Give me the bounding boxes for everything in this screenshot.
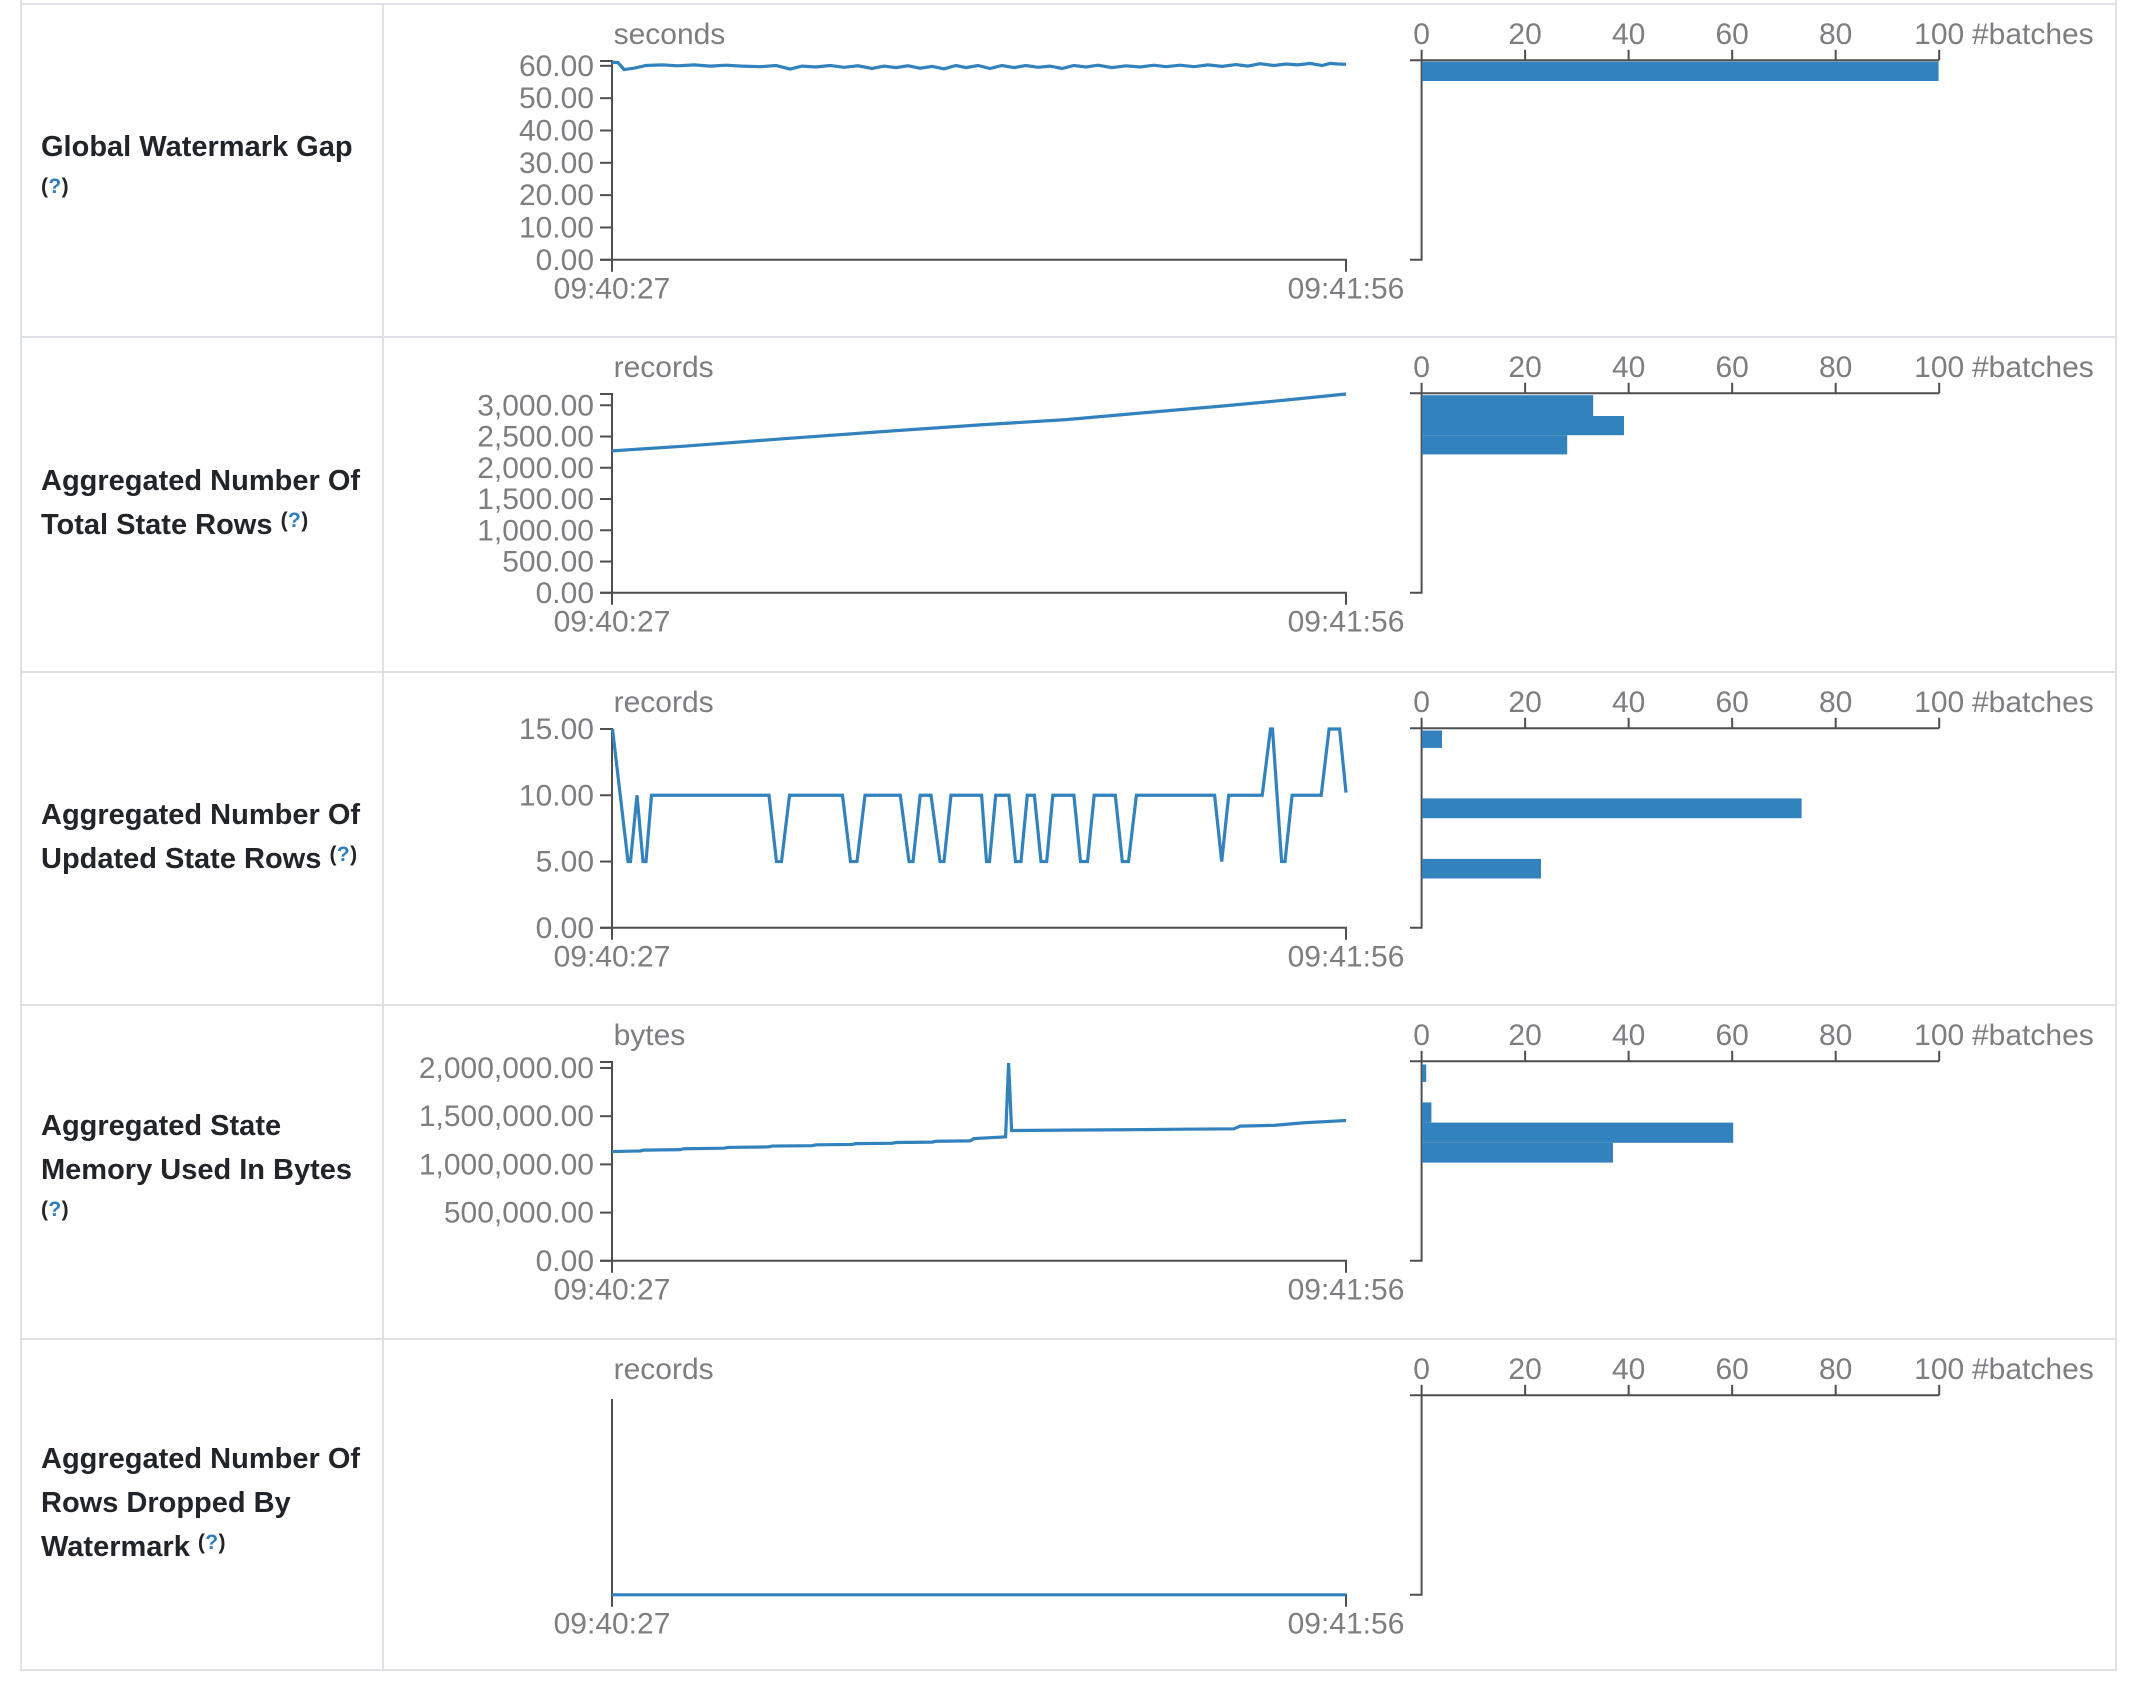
svg-text:10.00: 10.00: [519, 779, 594, 812]
svg-text:100: 100: [1914, 686, 1964, 719]
svg-text:0.00: 0.00: [536, 912, 594, 945]
svg-text:09:40:27: 09:40:27: [554, 606, 671, 639]
svg-text:bytes: bytes: [614, 1019, 686, 1052]
svg-text:0.00: 0.00: [536, 1245, 594, 1278]
svg-text:1,500,000.00: 1,500,000.00: [419, 1100, 594, 1133]
svg-text:2,000.00: 2,000.00: [477, 452, 594, 485]
svg-text:0: 0: [1413, 686, 1430, 719]
svg-text:#batches: #batches: [1972, 686, 2094, 719]
svg-text:20: 20: [1508, 351, 1541, 384]
svg-text:20: 20: [1508, 686, 1541, 719]
svg-text:80: 80: [1819, 18, 1852, 51]
svg-text:50.00: 50.00: [519, 83, 594, 116]
svg-text:0.00: 0.00: [536, 244, 594, 277]
svg-text:09:41:56: 09:41:56: [1288, 1608, 1405, 1641]
svg-text:0: 0: [1413, 18, 1430, 51]
svg-text:1,000,000.00: 1,000,000.00: [419, 1148, 594, 1181]
svg-text:records: records: [614, 351, 714, 384]
svg-text:09:41:56: 09:41:56: [1288, 941, 1405, 974]
svg-text:#batches: #batches: [1972, 1019, 2094, 1052]
svg-text:20: 20: [1508, 1019, 1541, 1052]
svg-text:40: 40: [1612, 1353, 1645, 1386]
svg-text:0.00: 0.00: [536, 577, 594, 610]
svg-text:09:41:56: 09:41:56: [1288, 606, 1405, 639]
svg-text:100: 100: [1914, 1019, 1964, 1052]
svg-text:20.00: 20.00: [519, 180, 594, 213]
svg-text:1,000.00: 1,000.00: [477, 514, 594, 547]
svg-text:40: 40: [1612, 351, 1645, 384]
svg-text:500,000.00: 500,000.00: [444, 1197, 594, 1230]
svg-text:seconds: seconds: [614, 18, 726, 51]
svg-text:3,000.00: 3,000.00: [477, 389, 594, 422]
svg-text:0: 0: [1413, 351, 1430, 384]
svg-text:10.00: 10.00: [519, 212, 594, 245]
svg-text:0: 0: [1413, 1353, 1430, 1386]
svg-text:#batches: #batches: [1972, 18, 2094, 51]
svg-text:records: records: [614, 1353, 714, 1386]
svg-text:80: 80: [1819, 351, 1852, 384]
svg-text:60: 60: [1715, 351, 1748, 384]
svg-text:60: 60: [1715, 686, 1748, 719]
svg-text:40.00: 40.00: [519, 115, 594, 148]
svg-text:0: 0: [1413, 1019, 1430, 1052]
svg-text:60.00: 60.00: [519, 50, 594, 83]
svg-text:09:40:27: 09:40:27: [554, 1274, 671, 1307]
svg-text:#batches: #batches: [1972, 351, 2094, 384]
svg-text:#batches: #batches: [1972, 1353, 2094, 1386]
svg-text:5.00: 5.00: [536, 846, 594, 879]
svg-text:20: 20: [1508, 1353, 1541, 1386]
svg-text:40: 40: [1612, 686, 1645, 719]
svg-text:60: 60: [1715, 1019, 1748, 1052]
svg-text:60: 60: [1715, 18, 1748, 51]
svg-text:40: 40: [1612, 18, 1645, 51]
svg-text:100: 100: [1914, 1353, 1964, 1386]
svg-text:2,000,000.00: 2,000,000.00: [419, 1052, 594, 1085]
svg-text:2,500.00: 2,500.00: [477, 421, 594, 454]
svg-text:09:40:27: 09:40:27: [554, 273, 671, 306]
svg-text:30.00: 30.00: [519, 147, 594, 180]
svg-text:records: records: [614, 686, 714, 719]
svg-text:100: 100: [1914, 18, 1964, 51]
svg-text:60: 60: [1715, 1353, 1748, 1386]
svg-text:15.00: 15.00: [519, 713, 594, 746]
svg-text:09:40:27: 09:40:27: [554, 1608, 671, 1641]
svg-text:80: 80: [1819, 1353, 1852, 1386]
svg-text:80: 80: [1819, 686, 1852, 719]
svg-text:09:40:27: 09:40:27: [554, 941, 671, 974]
svg-text:1,500.00: 1,500.00: [477, 483, 594, 516]
svg-text:80: 80: [1819, 1019, 1852, 1052]
svg-text:09:41:56: 09:41:56: [1288, 273, 1405, 306]
svg-text:100: 100: [1914, 351, 1964, 384]
svg-text:20: 20: [1508, 18, 1541, 51]
svg-text:500.00: 500.00: [502, 546, 594, 579]
svg-text:40: 40: [1612, 1019, 1645, 1052]
svg-text:09:41:56: 09:41:56: [1288, 1274, 1405, 1307]
